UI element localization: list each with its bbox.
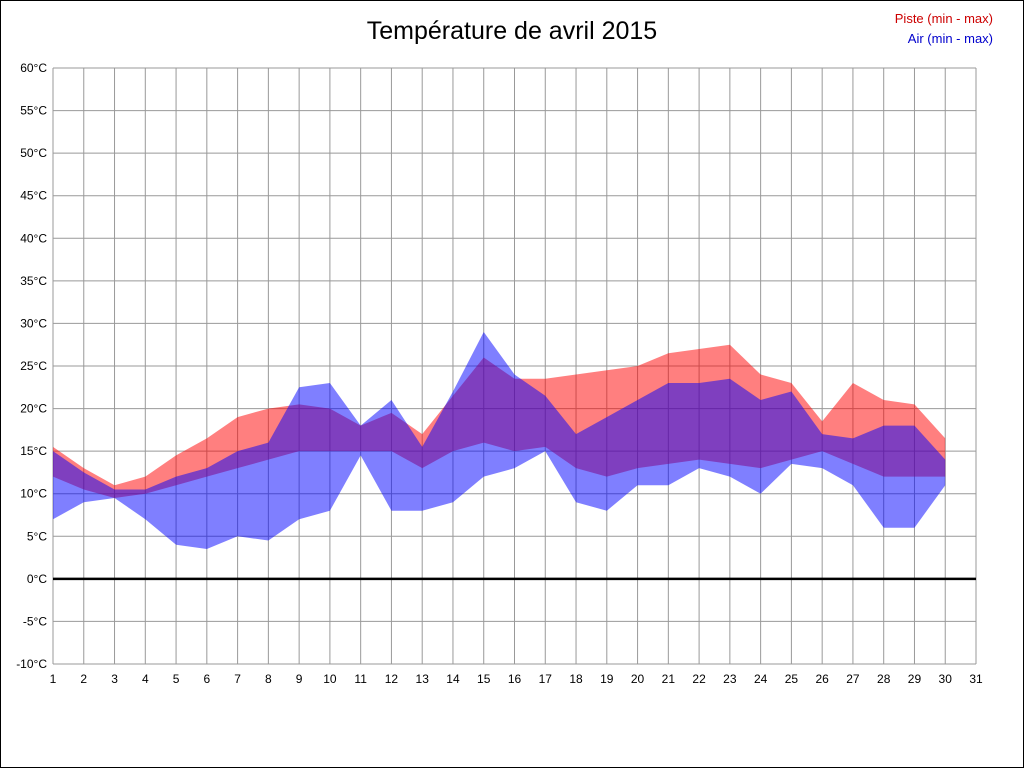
x-tick-label: 20 (631, 672, 645, 686)
x-tick-label: 23 (723, 672, 737, 686)
y-tick-label: 5°C (27, 529, 47, 543)
x-tick-label: 2 (80, 672, 87, 686)
x-tick-label: 27 (846, 672, 860, 686)
x-tick-label: 6 (203, 672, 210, 686)
y-tick-label: 20°C (20, 402, 47, 416)
y-tick-label: 50°C (20, 146, 47, 160)
y-tick-label: 25°C (20, 359, 47, 373)
legend: Piste (min - max) Air (min - max) (895, 9, 993, 49)
x-tick-label: 22 (692, 672, 706, 686)
y-tick-label: -5°C (23, 614, 47, 628)
legend-air-label: Air (min - max) (907, 31, 993, 46)
x-tick-label: 5 (173, 672, 180, 686)
x-tick-label: 30 (939, 672, 953, 686)
chart-title: Température de avril 2015 (366, 17, 658, 45)
x-tick-label: 21 (662, 672, 676, 686)
y-tick-label: 10°C (20, 487, 47, 501)
x-tick-label: 28 (877, 672, 891, 686)
x-tick-label: 19 (600, 672, 614, 686)
y-axis-labels: 60°C 55°C 50°C 45°C 40°C 35°C 30°C 25°C 20°C 15°C… (16, 61, 47, 671)
legend-piste-label: Piste (min - max) (894, 11, 993, 26)
x-tick-label: 29 (908, 672, 922, 686)
x-tick-label: 1 (50, 672, 57, 686)
x-tick-label: 3 (111, 672, 118, 686)
x-tick-label: 31 (969, 672, 983, 686)
x-tick-label: 9 (296, 672, 303, 686)
x-tick-label: 15 (477, 672, 491, 686)
x-tick-label: 26 (815, 672, 829, 686)
y-tick-label: 30°C (20, 316, 47, 330)
y-tick-label: 60°C (20, 61, 47, 75)
y-tick-label: 40°C (20, 231, 47, 245)
x-tick-label: 25 (785, 672, 799, 686)
x-tick-label: 17 (539, 672, 553, 686)
y-tick-label: 15°C (20, 444, 47, 458)
y-tick-label: -10°C (16, 657, 47, 671)
x-tick-label: 8 (265, 672, 272, 686)
gridlines (52, 67, 977, 665)
x-axis-labels: 1 2 3 4 5 6 7 8 9 10 11 12 13 14 15 16 17 18 19 20 21 22 23 24 2… (50, 672, 983, 686)
y-tick-label: 55°C (20, 104, 47, 118)
x-tick-label: 10 (323, 672, 337, 686)
x-tick-label: 7 (234, 672, 241, 686)
air-minmax-band (53, 331, 946, 550)
y-tick-label: 45°C (20, 189, 47, 203)
x-tick-label: 13 (416, 672, 430, 686)
y-tick-label: 35°C (20, 274, 47, 288)
x-tick-label: 16 (508, 672, 522, 686)
y-tick-label: 0°C (27, 572, 47, 586)
x-tick-label: 11 (354, 672, 367, 686)
x-tick-label: 4 (142, 672, 149, 686)
x-tick-label: 12 (385, 672, 399, 686)
x-tick-label: 18 (569, 672, 583, 686)
x-tick-label: 24 (754, 672, 768, 686)
x-tick-label: 14 (446, 672, 460, 686)
